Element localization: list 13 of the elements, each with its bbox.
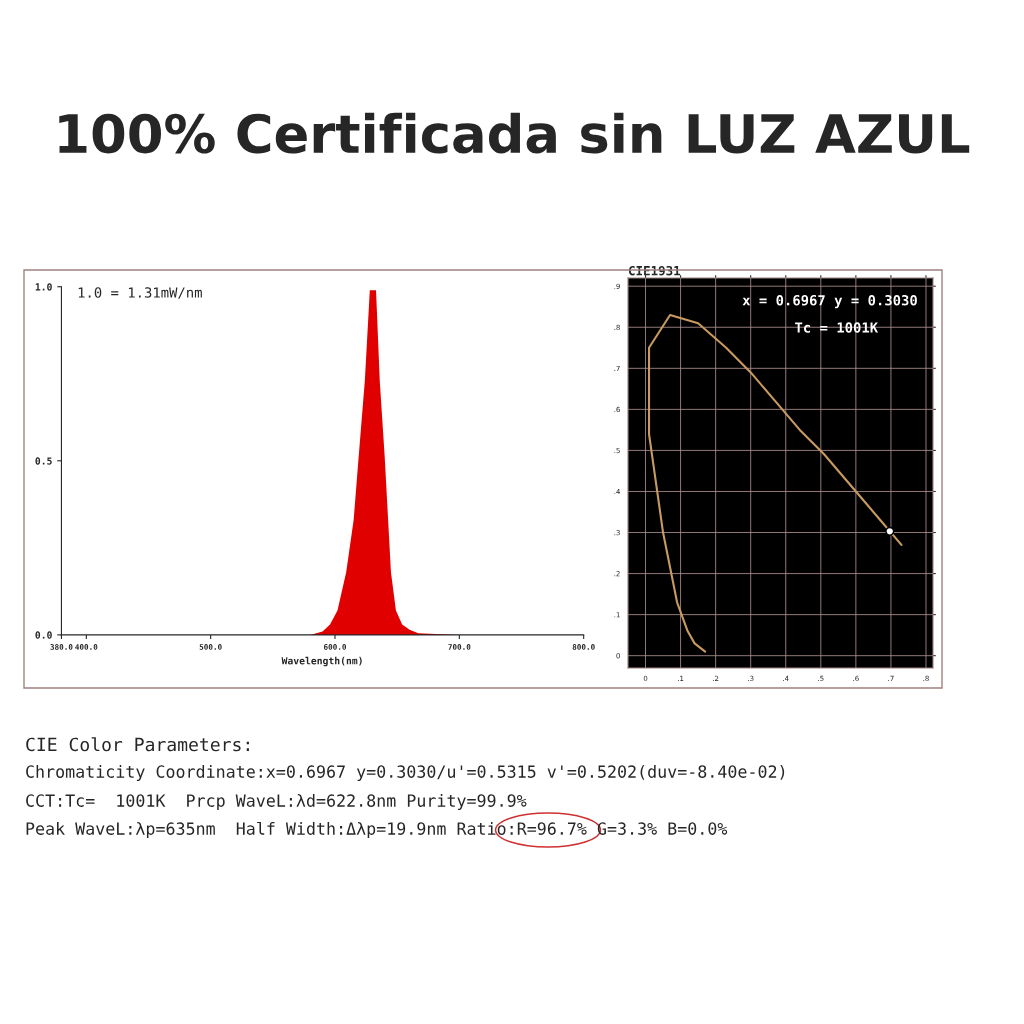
chart-title: CIE1931 — [628, 265, 681, 276]
annotation: x = 0.6967 y = 0.3030 — [742, 294, 917, 309]
x-axis-title: Wavelength(nm) — [281, 656, 362, 667]
text: CIE Color Parameters: — [26, 737, 249, 752]
annotation: 1.0 = 1.31mW/nm — [78, 287, 202, 299]
text: Chromaticity Coordinate:x=0.6967 y=0.3030/u'=0.5315 v'=0.5202(duv=-8.40e-02) — [26, 764, 785, 782]
y-tick-label: 0.0 — [35, 631, 52, 639]
y-tick-label: 1.0 — [35, 283, 52, 291]
chart-title: 100% Certificada sin LUZ AZUL — [59, 112, 970, 154]
y-tick-label: 0.5 — [35, 457, 52, 465]
annotation: Tc = 1001K — [795, 322, 879, 333]
line-series — [647, 313, 903, 653]
text: CCT:Tc= 1001K Prcp WaveL:λd=622.8nm Purity=99.9% — [26, 793, 527, 811]
